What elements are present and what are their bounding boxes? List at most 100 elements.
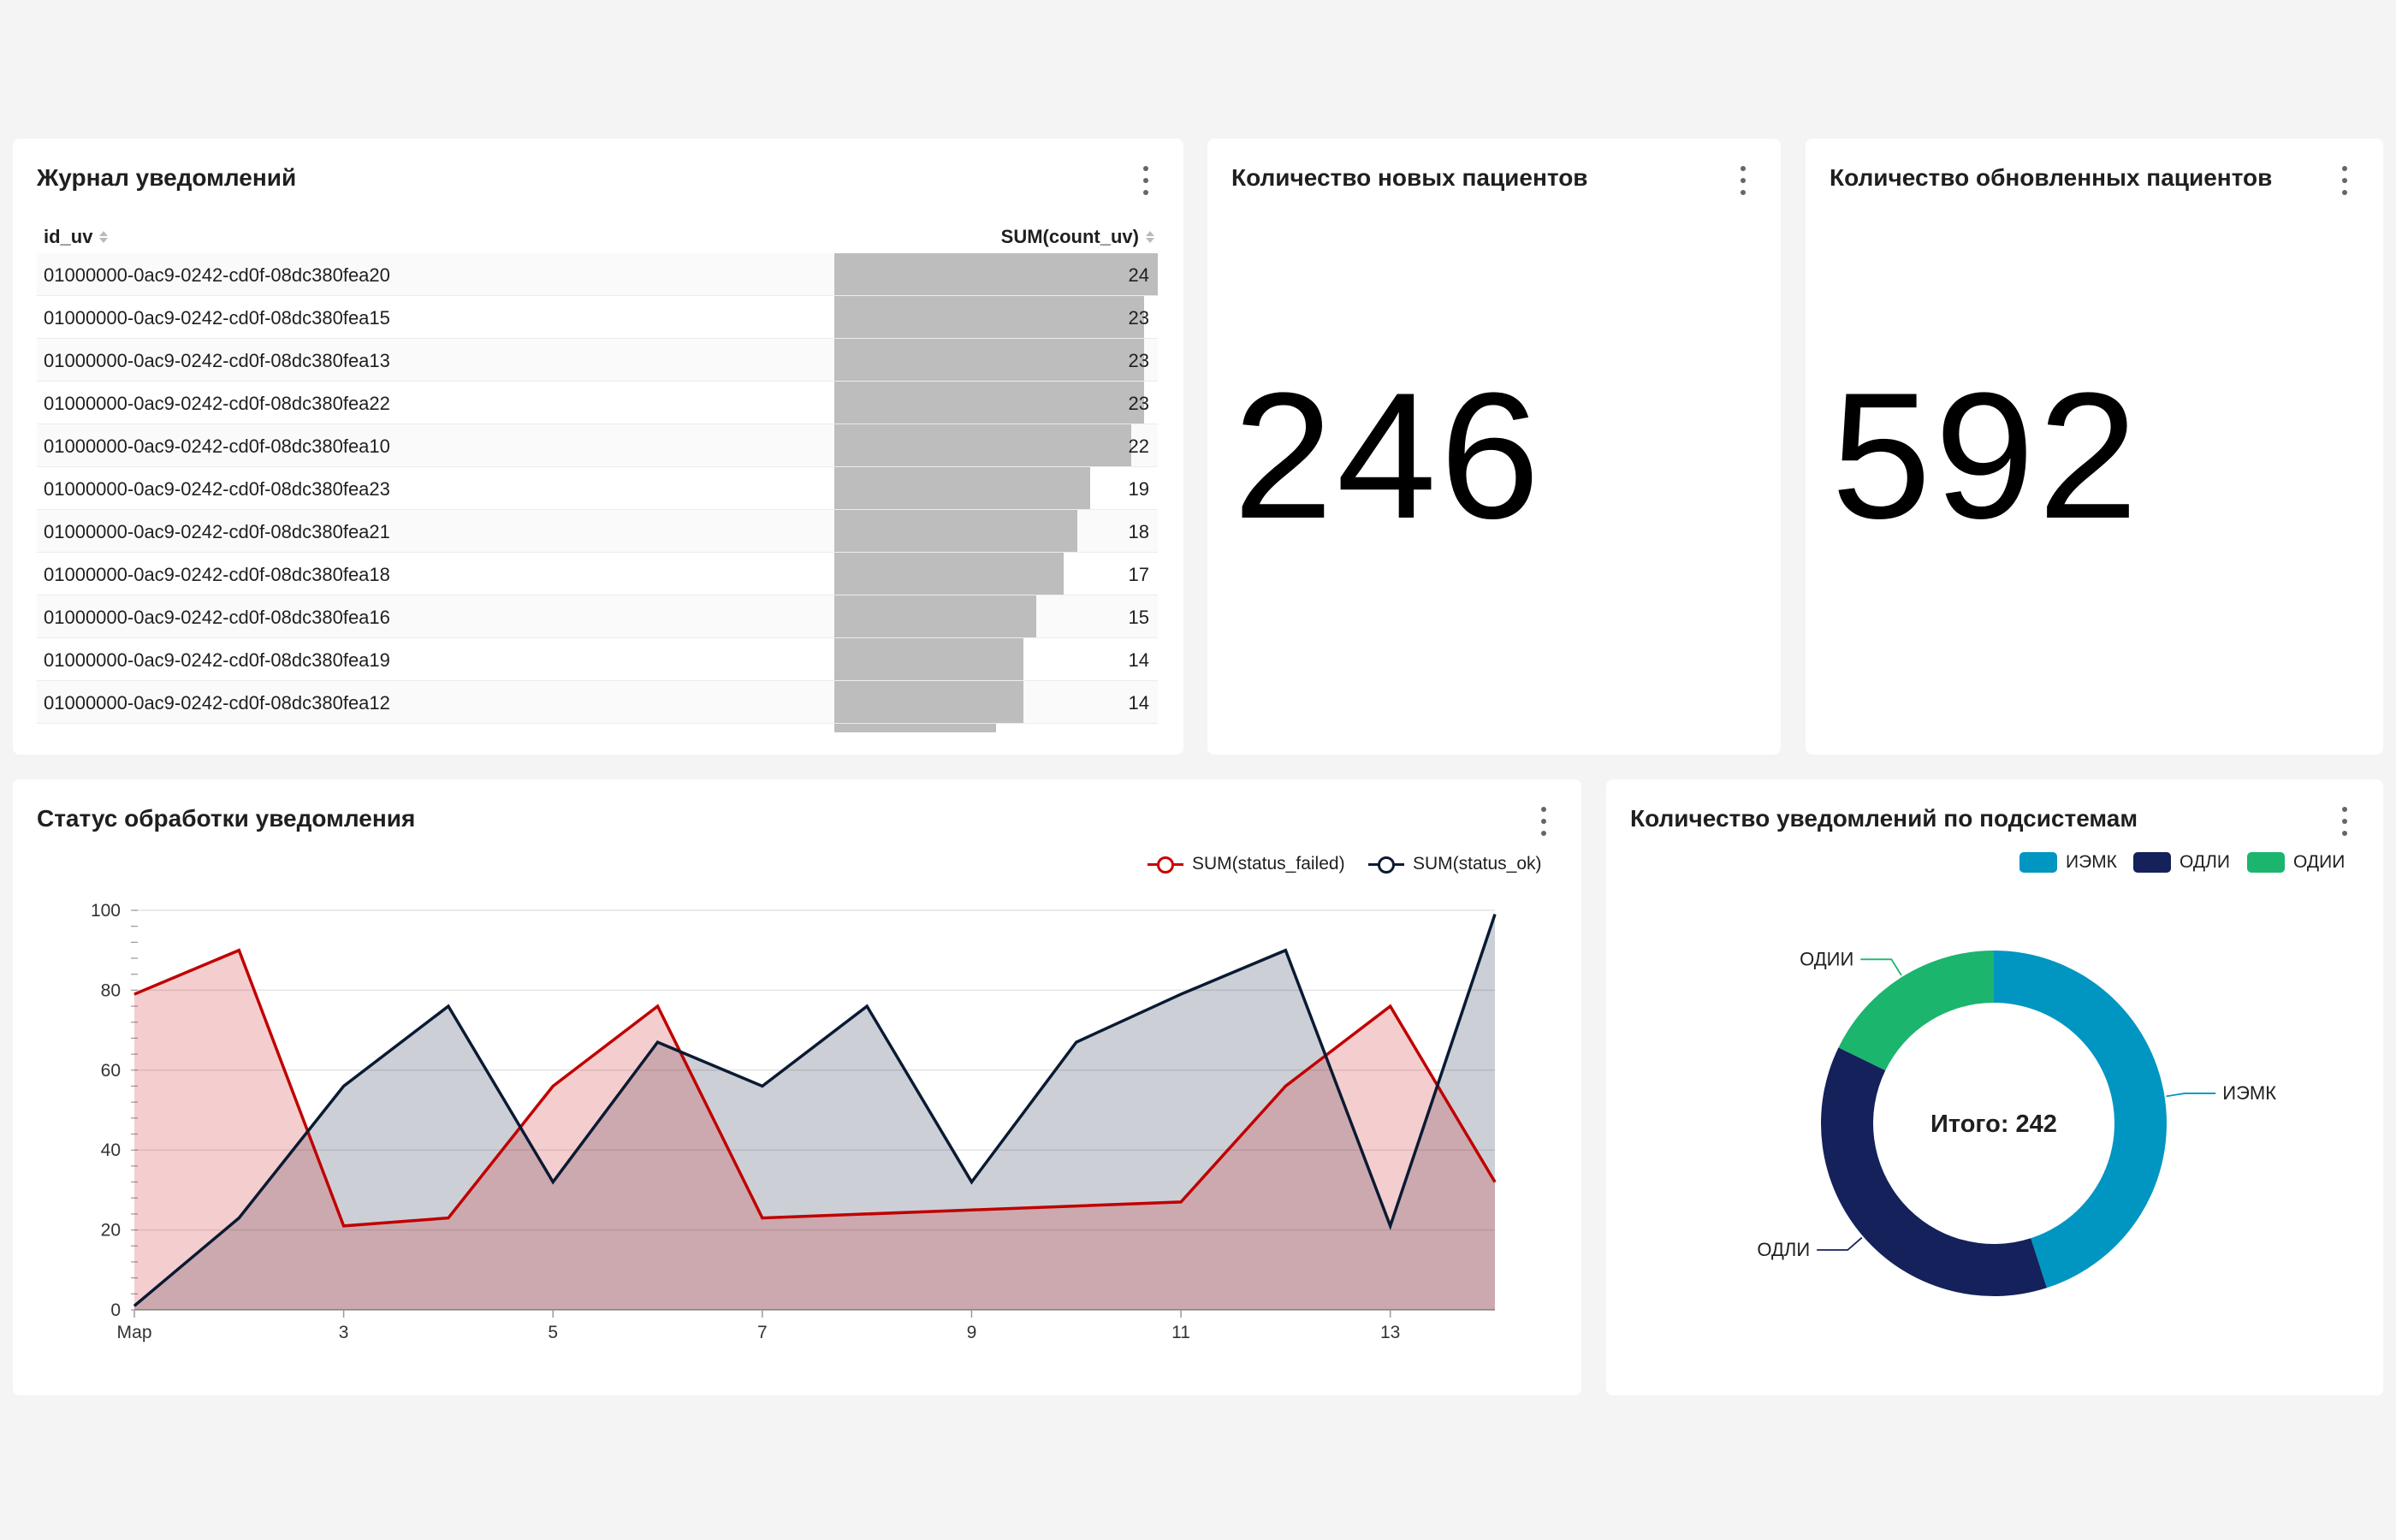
donut-leader-line xyxy=(1860,958,1902,976)
row-value-bar xyxy=(834,382,1145,424)
donut-slice-label: ОДЛИ xyxy=(1757,1239,1810,1260)
column-header-sum[interactable]: SUM(count_uv) xyxy=(1001,226,1154,248)
status-area-chart[interactable]: 0 20 40 60 80 100 Мар 3 5 7 9 11 13 xyxy=(13,779,1581,1395)
updated-patients-menu-icon[interactable] xyxy=(2340,166,2350,195)
status-chart-menu-icon[interactable] xyxy=(1539,807,1549,836)
table-row[interactable]: 01000000-0ac9-0242-cd0f-08dc380fea20 24 xyxy=(37,253,1158,296)
row-value-label: 23 xyxy=(1128,393,1149,414)
x-tick-label: 5 xyxy=(548,1323,558,1342)
row-id-cell: 01000000-0ac9-0242-cd0f-08dc380fea15 xyxy=(44,307,390,329)
table-row[interactable]: 01000000-0ac9-0242-cd0f-08dc380fea21 18 xyxy=(37,510,1158,553)
series-failed-point xyxy=(1390,1005,1391,1007)
column-header-sum-label: SUM(count_uv) xyxy=(1000,226,1139,247)
legend-item-failed[interactable]: SUM(status_failed) xyxy=(1148,854,1345,874)
row-value-bar xyxy=(834,681,1023,723)
sort-icon xyxy=(1146,231,1154,243)
new-patients-card: Количество новых пациентов 246 xyxy=(1207,139,1781,755)
legend-marker-iemk xyxy=(2019,852,2057,873)
row-value-label: 17 xyxy=(1128,564,1149,585)
row-value-bar xyxy=(834,467,1091,509)
legend-marker-odii xyxy=(2247,852,2285,873)
row-value-cell: 12 xyxy=(834,724,1158,732)
x-tick-label: Мар xyxy=(116,1323,151,1342)
row-value-cell: 17 xyxy=(834,553,1158,595)
row-id-cell: 01000000-0ac9-0242-cd0f-08dc380fea21 xyxy=(44,521,390,542)
series-ok-point xyxy=(1284,950,1286,951)
series-failed-point xyxy=(133,993,135,995)
series-failed-point xyxy=(238,950,240,951)
legend-item-ok[interactable]: SUM(status_ok) xyxy=(1368,854,1542,874)
row-value-cell: 18 xyxy=(834,510,1158,552)
legend-item-iemk[interactable]: ИЭМК xyxy=(2019,852,2117,873)
row-value-label: 14 xyxy=(1128,692,1149,714)
column-header-id-label: id_uv xyxy=(44,226,93,247)
row-value-cell: 22 xyxy=(834,424,1158,466)
y-tick-label: 60 xyxy=(101,1061,121,1081)
table-row[interactable]: 01000000-0ac9-0242-cd0f-08dc380fea12 14 xyxy=(37,681,1158,724)
row-value-label: 24 xyxy=(1128,264,1149,286)
donut-slice-2 xyxy=(1838,951,1994,1071)
legend-label-iemk: ИЭМК xyxy=(2066,852,2117,872)
legend-marker-ok xyxy=(1368,856,1404,874)
row-id-cell: 01000000-0ac9-0242-cd0f-08dc380fea10 xyxy=(44,435,390,457)
series-failed-area xyxy=(134,950,1495,1310)
row-value-bar xyxy=(834,724,996,732)
table-row[interactable]: 01000000-0ac9-0242-cd0f-08dc380fea10 22 xyxy=(37,424,1158,467)
column-header-id[interactable]: id_uv xyxy=(44,226,109,248)
row-value-bar xyxy=(834,595,1037,637)
row-value-label: 19 xyxy=(1128,478,1149,500)
legend-item-odli[interactable]: ОДЛИ xyxy=(2133,852,2230,873)
table-row[interactable]: 01000000-0ac9-0242-cd0f-08dc380fea18 17 xyxy=(37,553,1158,595)
row-id-cell: 01000000-0ac9-0242-cd0f-08dc380fea23 xyxy=(44,478,390,500)
row-id-cell: 01000000-0ac9-0242-cd0f-08dc380fea12 xyxy=(44,692,390,714)
table-row[interactable]: 01000000-0ac9-0242-cd0f-08dc380fea23 19 xyxy=(37,467,1158,510)
series-ok-point xyxy=(866,1005,868,1007)
row-value-cell: 19 xyxy=(834,467,1158,509)
donut-slice-0 xyxy=(1994,951,2167,1288)
row-value-bar xyxy=(834,339,1145,381)
new-patients-menu-icon[interactable] xyxy=(1738,166,1748,195)
row-value-cell: 23 xyxy=(834,296,1158,338)
row-value-label: 23 xyxy=(1128,350,1149,371)
series-failed-point xyxy=(970,1209,972,1211)
updated-patients-title: Количество обновленных пациентов xyxy=(1830,164,2273,191)
notifications-log-menu-icon[interactable] xyxy=(1141,166,1151,195)
row-value-cell: 14 xyxy=(834,681,1158,723)
legend-item-odii[interactable]: ОДИИ xyxy=(2247,852,2345,873)
updated-patients-value: 592 xyxy=(1831,355,2142,556)
row-value-cell: 24 xyxy=(834,253,1158,295)
y-tick-label: 40 xyxy=(101,1140,121,1160)
table-body[interactable]: 01000000-0ac9-0242-cd0f-08dc380fea20 24 01… xyxy=(37,253,1158,732)
series-ok-point xyxy=(657,1041,659,1043)
donut-leader-line xyxy=(2166,1093,2216,1098)
series-failed-line xyxy=(133,948,1497,1228)
series-failed-point xyxy=(866,1213,868,1215)
legend-marker-failed xyxy=(1148,856,1183,874)
table-header: id_uv SUM(count_uv) xyxy=(37,221,1158,255)
series-ok-area xyxy=(134,914,1495,1310)
x-tick-label: 9 xyxy=(967,1323,977,1342)
series-failed-point xyxy=(552,1085,554,1087)
y-tick-label: 100 xyxy=(91,901,121,921)
subsystems-chart-menu-icon[interactable] xyxy=(2340,807,2350,836)
notifications-log-title: Журнал уведомлений xyxy=(37,164,297,191)
x-tick-label: 3 xyxy=(339,1323,349,1342)
table-row[interactable]: 01000000-0ac9-0242-cd0f-08dc380fea19 14 xyxy=(37,638,1158,681)
table-row[interactable]: 01000000-0ac9-0242-cd0f-08dc380fea15 23 xyxy=(37,296,1158,339)
table-row[interactable]: 01000000-0ac9-0242-cd0f-08dc380fea16 15 xyxy=(37,595,1158,638)
table-row[interactable]: 01000000-0ac9-0242-cd0f-08dc380fea13 23 xyxy=(37,339,1158,382)
row-value-bar xyxy=(834,638,1023,680)
table-row[interactable]: 01000000-0ac9-0242-cd0f-08dc380fea1412 xyxy=(37,724,1158,732)
series-failed-point xyxy=(343,1225,345,1227)
legend-marker-odli xyxy=(2133,852,2171,873)
row-value-bar xyxy=(834,510,1077,552)
row-id-cell: 01000000-0ac9-0242-cd0f-08dc380fea18 xyxy=(44,564,390,585)
x-tick-label: 7 xyxy=(757,1323,768,1342)
table-row[interactable]: 01000000-0ac9-0242-cd0f-08dc380fea22 23 xyxy=(37,382,1158,424)
subsystems-donut-chart[interactable]: ИЭМК ОДЛИ ОДИИ Итого: 242 xyxy=(1606,779,2383,1395)
status-chart-card: Статус обработки уведомления SUM(status_… xyxy=(13,779,1581,1395)
legend-label-odii: ОДИИ xyxy=(2293,852,2346,872)
row-id-cell: 01000000-0ac9-0242-cd0f-08dc380fea16 xyxy=(44,607,390,628)
row-id-cell: 01000000-0ac9-0242-cd0f-08dc380fea22 xyxy=(44,393,390,414)
row-value-label: 14 xyxy=(1128,649,1149,671)
